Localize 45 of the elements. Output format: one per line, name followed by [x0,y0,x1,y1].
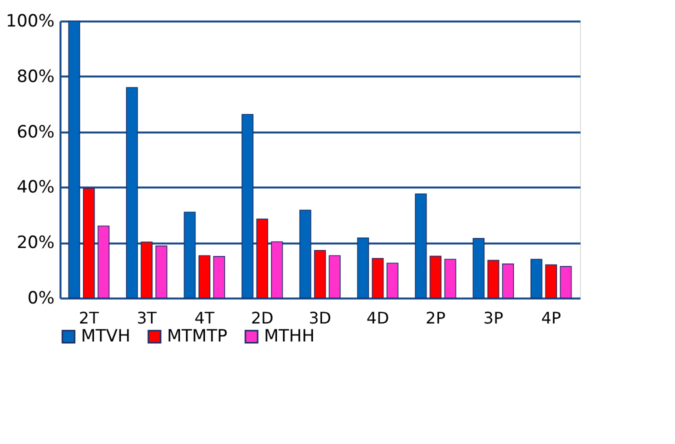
y-tick-label: 80% [16,66,54,87]
bar [213,256,226,298]
y-tick-label: 100% [6,12,54,32]
bar [530,258,542,298]
x-tick-label: 3D [308,308,332,328]
bar [184,212,196,298]
y-tick-label: 40% [16,178,54,198]
bar [242,114,254,298]
y-tick-label: 20% [16,233,54,254]
bar [140,242,153,298]
bar [545,264,558,298]
bar [502,264,514,298]
bar [372,258,384,298]
x-tick-label: 2D [250,308,274,328]
bar [198,255,210,298]
bar [271,241,283,298]
bar [357,237,369,298]
legend-label: MTVH [81,326,130,347]
bar [155,246,168,298]
bar [386,262,398,298]
bar [560,266,572,298]
x-tick-label: 2T [78,308,100,328]
x-tick-label: 2P [426,308,446,328]
x-tick-label: 4T [194,308,215,328]
x-tick-label: 4P [541,308,562,328]
bar [126,87,138,298]
y-tick-label: 0% [28,288,54,308]
bar [98,226,110,298]
bar [82,188,95,298]
legend-label: MTHH [264,326,315,347]
legend-label: MTMTP [167,326,228,347]
bar [430,256,442,298]
bar [68,20,80,298]
bar [487,260,500,298]
bar [256,218,268,298]
x-tick-label: 4D [366,308,390,328]
x-tick-label: 3P [483,308,504,328]
bar [299,210,312,298]
bar [444,258,456,298]
bar [472,238,485,298]
x-tick-label: 3T [136,308,157,328]
bar [328,255,341,298]
bar [414,193,427,298]
bar [314,250,326,298]
y-tick-label: 60% [16,122,54,142]
